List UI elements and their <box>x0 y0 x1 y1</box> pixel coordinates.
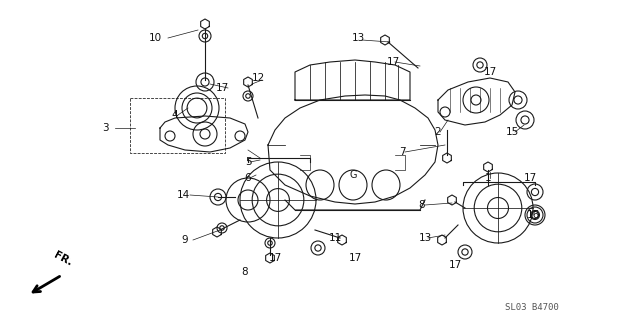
Text: 13: 13 <box>419 233 431 243</box>
Text: 8: 8 <box>419 200 426 210</box>
Text: 17: 17 <box>483 67 497 77</box>
Text: 17: 17 <box>348 253 362 263</box>
Text: 6: 6 <box>244 173 252 183</box>
Text: 4: 4 <box>172 110 179 120</box>
Text: 10: 10 <box>148 33 161 43</box>
Text: FR.: FR. <box>52 250 74 268</box>
Text: 3: 3 <box>102 123 108 133</box>
Text: 7: 7 <box>399 147 405 157</box>
Text: 17: 17 <box>216 83 228 93</box>
Text: 15: 15 <box>506 127 518 137</box>
Text: 5: 5 <box>244 157 252 167</box>
Text: 16: 16 <box>526 210 540 220</box>
Text: 17: 17 <box>524 173 536 183</box>
Text: 2: 2 <box>435 127 442 137</box>
Text: 1: 1 <box>484 173 492 183</box>
Text: 12: 12 <box>252 73 264 83</box>
Text: 17: 17 <box>449 260 461 270</box>
Text: 13: 13 <box>351 33 365 43</box>
Text: 14: 14 <box>177 190 189 200</box>
Text: 17: 17 <box>268 253 282 263</box>
Text: G: G <box>349 170 356 180</box>
Text: 11: 11 <box>328 233 342 243</box>
Text: 8: 8 <box>242 267 248 277</box>
Text: SL03 B4700: SL03 B4700 <box>505 303 559 313</box>
Text: 17: 17 <box>387 57 399 67</box>
Text: 9: 9 <box>182 235 188 245</box>
